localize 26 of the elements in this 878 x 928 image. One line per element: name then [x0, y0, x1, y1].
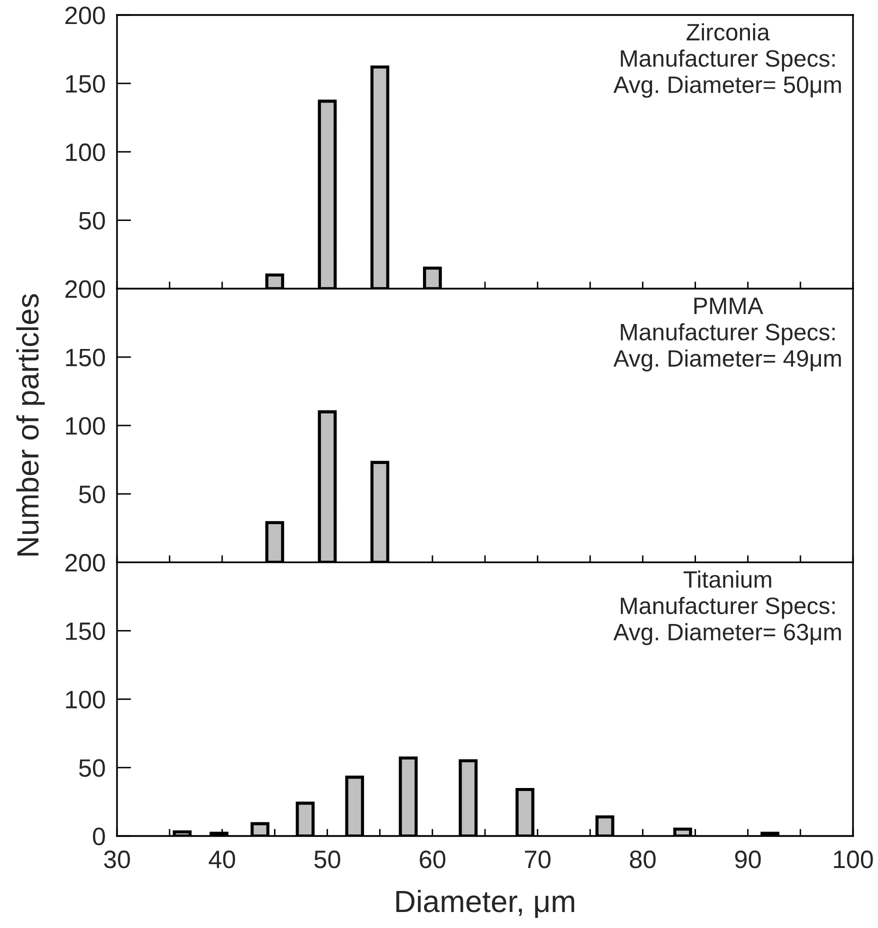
- x-tick-label: 30: [104, 850, 130, 868]
- y-tick-label: 50: [79, 759, 105, 777]
- x-tick-label: 80: [630, 850, 656, 868]
- y-axis-title: Number of particles: [16, 294, 45, 556]
- x-tick-label: 40: [208, 850, 236, 868]
- annotation: PMMA Manufacturer Specs: Avg. Diameter= 49μm: [613, 298, 841, 372]
- x-tick-label: 60: [420, 850, 446, 868]
- y-tick-label: 0: [92, 828, 105, 846]
- y-tick-label: 150: [66, 622, 105, 640]
- x-tick-label: 50: [314, 850, 340, 868]
- y-tick-label: 150: [66, 348, 105, 366]
- y-tick-label: 50: [79, 486, 105, 504]
- x-axis-title: Diameter, μm: [396, 890, 574, 918]
- y-tick-label: 200: [65, 280, 105, 298]
- annotation: Zirconia Manufacturer Specs: Avg. Diameter= 50μm: [613, 23, 841, 98]
- y-tick-label: 200: [65, 6, 105, 24]
- y-tick-label: 100: [66, 143, 105, 162]
- annotation: Titanium Manufacturer Specs: Avg. Diameter= 63μm: [613, 570, 841, 646]
- x-tick-label: 70: [524, 850, 550, 868]
- y-tick-label: 50: [79, 212, 105, 230]
- y-tick-label: 100: [66, 690, 105, 708]
- y-tick-label: 100: [66, 417, 105, 435]
- x-tick-label: 100: [834, 850, 873, 868]
- x-tick-label: 90: [735, 850, 761, 868]
- y-tick-label: 200: [65, 554, 105, 572]
- y-tick-label: 150: [66, 75, 105, 93]
